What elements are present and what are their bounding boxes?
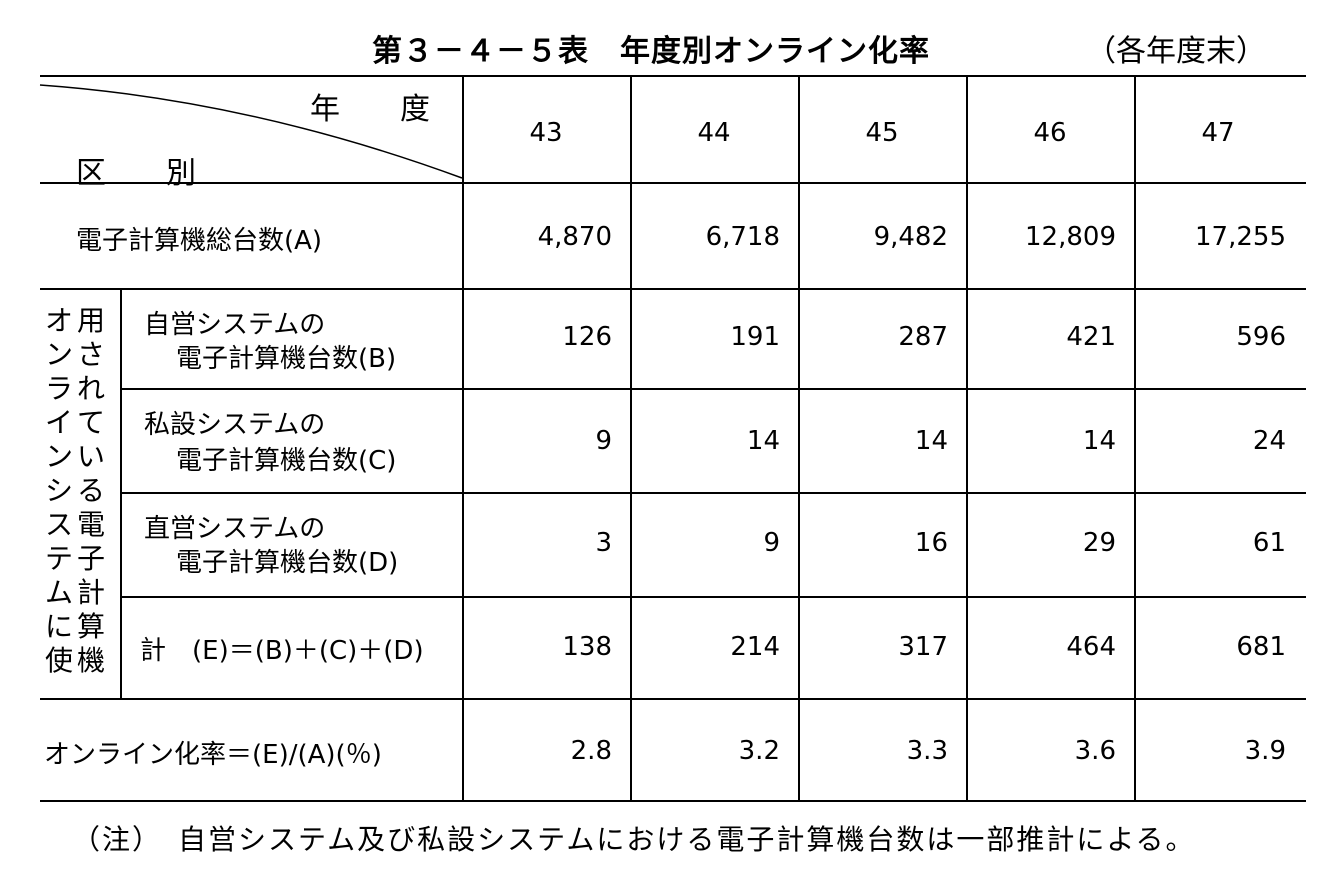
vertical-char: オ: [44, 304, 73, 337]
row-rate-value-44: 3.2: [738, 736, 780, 766]
row-direct-value-47: 61: [1252, 528, 1286, 558]
rule-sum-bottom: [40, 698, 1306, 700]
header-year-label: 年 度: [310, 92, 430, 127]
row-private-label-line1: 私設システムの: [144, 410, 326, 440]
row-direct-value-45: 16: [914, 528, 948, 558]
header-year-47: 47: [1201, 118, 1235, 148]
row-sum-value-45: 317: [898, 632, 948, 662]
row-direct-value-43: 3: [595, 528, 612, 558]
rule-bottom: [40, 800, 1306, 802]
vertical-char: 計: [76, 576, 105, 609]
row-total-value-44: 6,718: [705, 222, 780, 252]
vertical-char: 算: [76, 610, 105, 643]
row-own-value-43: 126: [562, 322, 612, 352]
rule-own-bottom: [120, 388, 1306, 390]
row-direct-label-line1: 直営システムの: [144, 514, 326, 544]
col-divider-label: [462, 75, 464, 800]
footnote: （注） 自営システム及び私設システムにおける電子計算機台数は一部推計による。: [72, 823, 1196, 856]
vertical-char: 用: [76, 304, 105, 337]
row-direct-value-44: 9: [763, 528, 780, 558]
header-year-46: 46: [1033, 118, 1067, 148]
vertical-char: ン: [44, 440, 73, 473]
rule-direct-bottom: [120, 596, 1306, 598]
vertical-char: て: [76, 406, 105, 439]
row-sum-value-43: 138: [562, 632, 612, 662]
row-own-label-line2: 電子計算機台数(B): [176, 344, 397, 374]
vertical-char: に: [44, 610, 73, 643]
rule-private-bottom: [120, 492, 1306, 494]
header-year-45: 45: [865, 118, 899, 148]
col-divider-46: [1134, 75, 1136, 800]
row-own-value-44: 191: [730, 322, 780, 352]
rule-header-bottom: [40, 182, 1306, 184]
row-total-value-43: 4,870: [537, 222, 612, 252]
row-own-label-line1: 自営システムの: [144, 310, 326, 340]
row-sum-value-47: 681: [1236, 632, 1286, 662]
row-private-value-44: 14: [746, 426, 780, 456]
vertical-char: れ: [76, 372, 105, 405]
vertical-char: テ: [44, 542, 73, 575]
unit-label: （各年度末）: [1086, 34, 1266, 69]
row-total-value-45: 9,482: [873, 222, 948, 252]
rule-total-bottom: [40, 288, 1306, 290]
col-divider-43: [630, 75, 632, 800]
row-private-value-47: 24: [1252, 426, 1286, 456]
row-sum-label: 計 (E)＝(B)＋(C)＋(D): [140, 636, 424, 666]
row-own-value-46: 421: [1066, 322, 1116, 352]
col-divider-group: [120, 288, 122, 698]
row-rate-label: オンライン化率＝(E)/(A)(％): [44, 740, 382, 770]
vertical-char: シ: [44, 474, 73, 507]
vertical-char: い: [76, 440, 105, 473]
header-year-44: 44: [697, 118, 731, 148]
vertical-char: ム: [44, 576, 73, 609]
row-own-value-45: 287: [898, 322, 948, 352]
vertical-char: イ: [44, 406, 73, 439]
row-private-value-46: 14: [1082, 426, 1116, 456]
vertical-char: 子: [76, 542, 105, 575]
vertical-char: さ: [76, 338, 105, 371]
row-rate-value-45: 3.3: [906, 736, 948, 766]
col-divider-44: [798, 75, 800, 800]
group-label-col1: オンラインシステムに使: [44, 304, 74, 678]
table-title: 第３－４－５表 年度別オンライン化率: [372, 34, 930, 69]
vertical-char: ン: [44, 338, 73, 371]
vertical-char: ス: [44, 508, 73, 541]
row-rate-value-47: 3.9: [1244, 736, 1286, 766]
vertical-char: 電: [76, 508, 105, 541]
row-total-value-47: 17,255: [1195, 222, 1286, 252]
group-label-col2: 用されている電子計算機: [76, 304, 106, 678]
row-sum-value-46: 464: [1066, 632, 1116, 662]
row-private-label-line2: 電子計算機台数(C): [176, 446, 397, 476]
row-total-label: 電子計算機総台数(A): [76, 226, 323, 256]
header-category-label: 区 別: [76, 156, 196, 191]
row-private-value-43: 9: [595, 426, 612, 456]
row-own-value-47: 596: [1236, 322, 1286, 352]
row-direct-label-line2: 電子計算機台数(D): [176, 548, 399, 578]
row-rate-value-46: 3.6: [1074, 736, 1116, 766]
col-divider-45: [966, 75, 968, 800]
row-total-value-46: 12,809: [1025, 222, 1116, 252]
row-private-value-45: 14: [914, 426, 948, 456]
row-sum-value-44: 214: [730, 632, 780, 662]
vertical-char: 機: [76, 644, 105, 677]
vertical-char: ラ: [44, 372, 73, 405]
vertical-char: 使: [44, 644, 73, 677]
row-rate-value-43: 2.8: [570, 736, 612, 766]
vertical-char: る: [76, 474, 105, 507]
header-year-43: 43: [529, 118, 563, 148]
rule-top: [40, 75, 1306, 77]
row-direct-value-46: 29: [1082, 528, 1116, 558]
